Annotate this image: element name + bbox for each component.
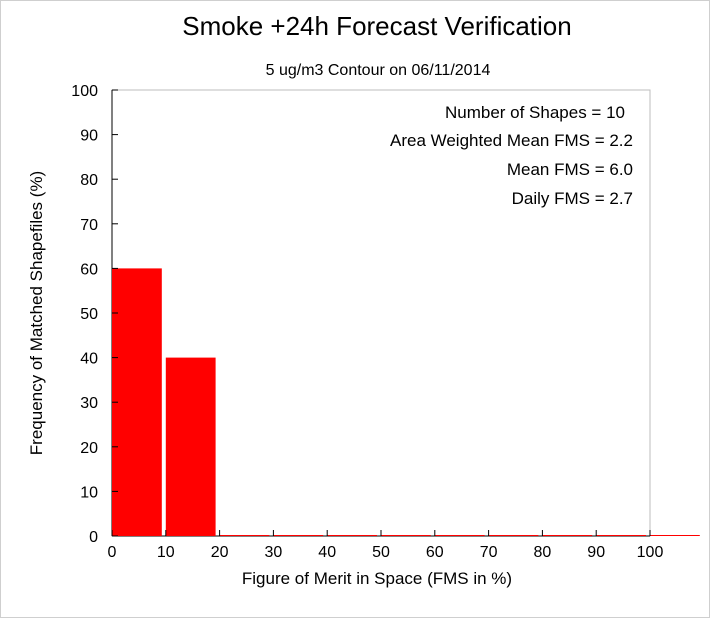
x-tick-label-80: 80 bbox=[534, 544, 552, 561]
x-tick-label-10: 10 bbox=[157, 544, 175, 561]
histogram-bar-60-70 bbox=[434, 535, 485, 536]
histogram-bar-100-110 bbox=[650, 535, 700, 536]
histogram-bar-80-90 bbox=[542, 535, 593, 536]
y-tick-label-20: 20 bbox=[80, 440, 98, 457]
x-tick-label-50: 50 bbox=[372, 544, 390, 561]
y-tick-label-0: 0 bbox=[89, 529, 98, 546]
histogram-bar-10-20 bbox=[165, 357, 216, 536]
annotation-daily-fms: Daily FMS = 2.7 bbox=[512, 189, 633, 208]
y-tick-label-100: 100 bbox=[71, 83, 98, 100]
plot-area: 0 10 20 30 40 50 60 70 80 90 100 0 10 20 30 40 50 60 70 80… bbox=[71, 83, 700, 561]
chart-title: Smoke +24h Forecast Verification bbox=[182, 11, 571, 41]
histogram-bar-90-100 bbox=[596, 535, 646, 536]
chart-subtitle: 5 ug/m3 Contour on 06/11/2014 bbox=[266, 62, 491, 79]
x-tick-label-40: 40 bbox=[318, 544, 336, 561]
y-tick-label-50: 50 bbox=[80, 306, 98, 323]
y-ticks: 0 10 20 30 40 50 60 70 80 90 100 bbox=[71, 83, 118, 546]
x-tick-label-0: 0 bbox=[108, 544, 117, 561]
annotations: Number of Shapes = 10 Area Weighted Mean… bbox=[390, 103, 633, 208]
annotation-area-weighted-mean-fms: Area Weighted Mean FMS = 2.2 bbox=[390, 131, 633, 150]
histogram-bar-30-40 bbox=[273, 535, 324, 536]
x-tick-label-60: 60 bbox=[426, 544, 444, 561]
y-tick-label-60: 60 bbox=[80, 261, 98, 278]
x-axis-label: Figure of Merit in Space (FMS in %) bbox=[242, 569, 512, 588]
annotation-number-of-shapes: Number of Shapes = 10 bbox=[445, 103, 625, 122]
x-tick-label-100: 100 bbox=[637, 544, 664, 561]
y-tick-label-80: 80 bbox=[80, 172, 98, 189]
y-tick-label-10: 10 bbox=[80, 484, 98, 501]
x-tick-label-70: 70 bbox=[480, 544, 498, 561]
y-axis-label: Frequency of Matched Shapefiles (%) bbox=[27, 171, 46, 455]
histogram-bar-40-50 bbox=[327, 535, 377, 536]
x-tick-label-20: 20 bbox=[211, 544, 229, 561]
bars-group bbox=[112, 268, 700, 536]
histogram-bar-0-10 bbox=[112, 268, 162, 536]
histogram-bar-70-80 bbox=[488, 535, 539, 536]
y-tick-label-70: 70 bbox=[80, 217, 98, 234]
x-tick-label-90: 90 bbox=[587, 544, 605, 561]
x-tick-label-30: 30 bbox=[265, 544, 283, 561]
y-tick-label-30: 30 bbox=[80, 395, 98, 412]
histogram-bar-50-60 bbox=[381, 535, 431, 536]
annotation-mean-fms: Mean FMS = 6.0 bbox=[507, 160, 633, 179]
y-tick-label-40: 40 bbox=[80, 351, 98, 368]
x-ticks: 0 10 20 30 40 50 60 70 80 90 100 bbox=[108, 530, 664, 561]
y-tick-label-90: 90 bbox=[80, 128, 98, 145]
histogram-bar-20-30 bbox=[219, 535, 270, 536]
